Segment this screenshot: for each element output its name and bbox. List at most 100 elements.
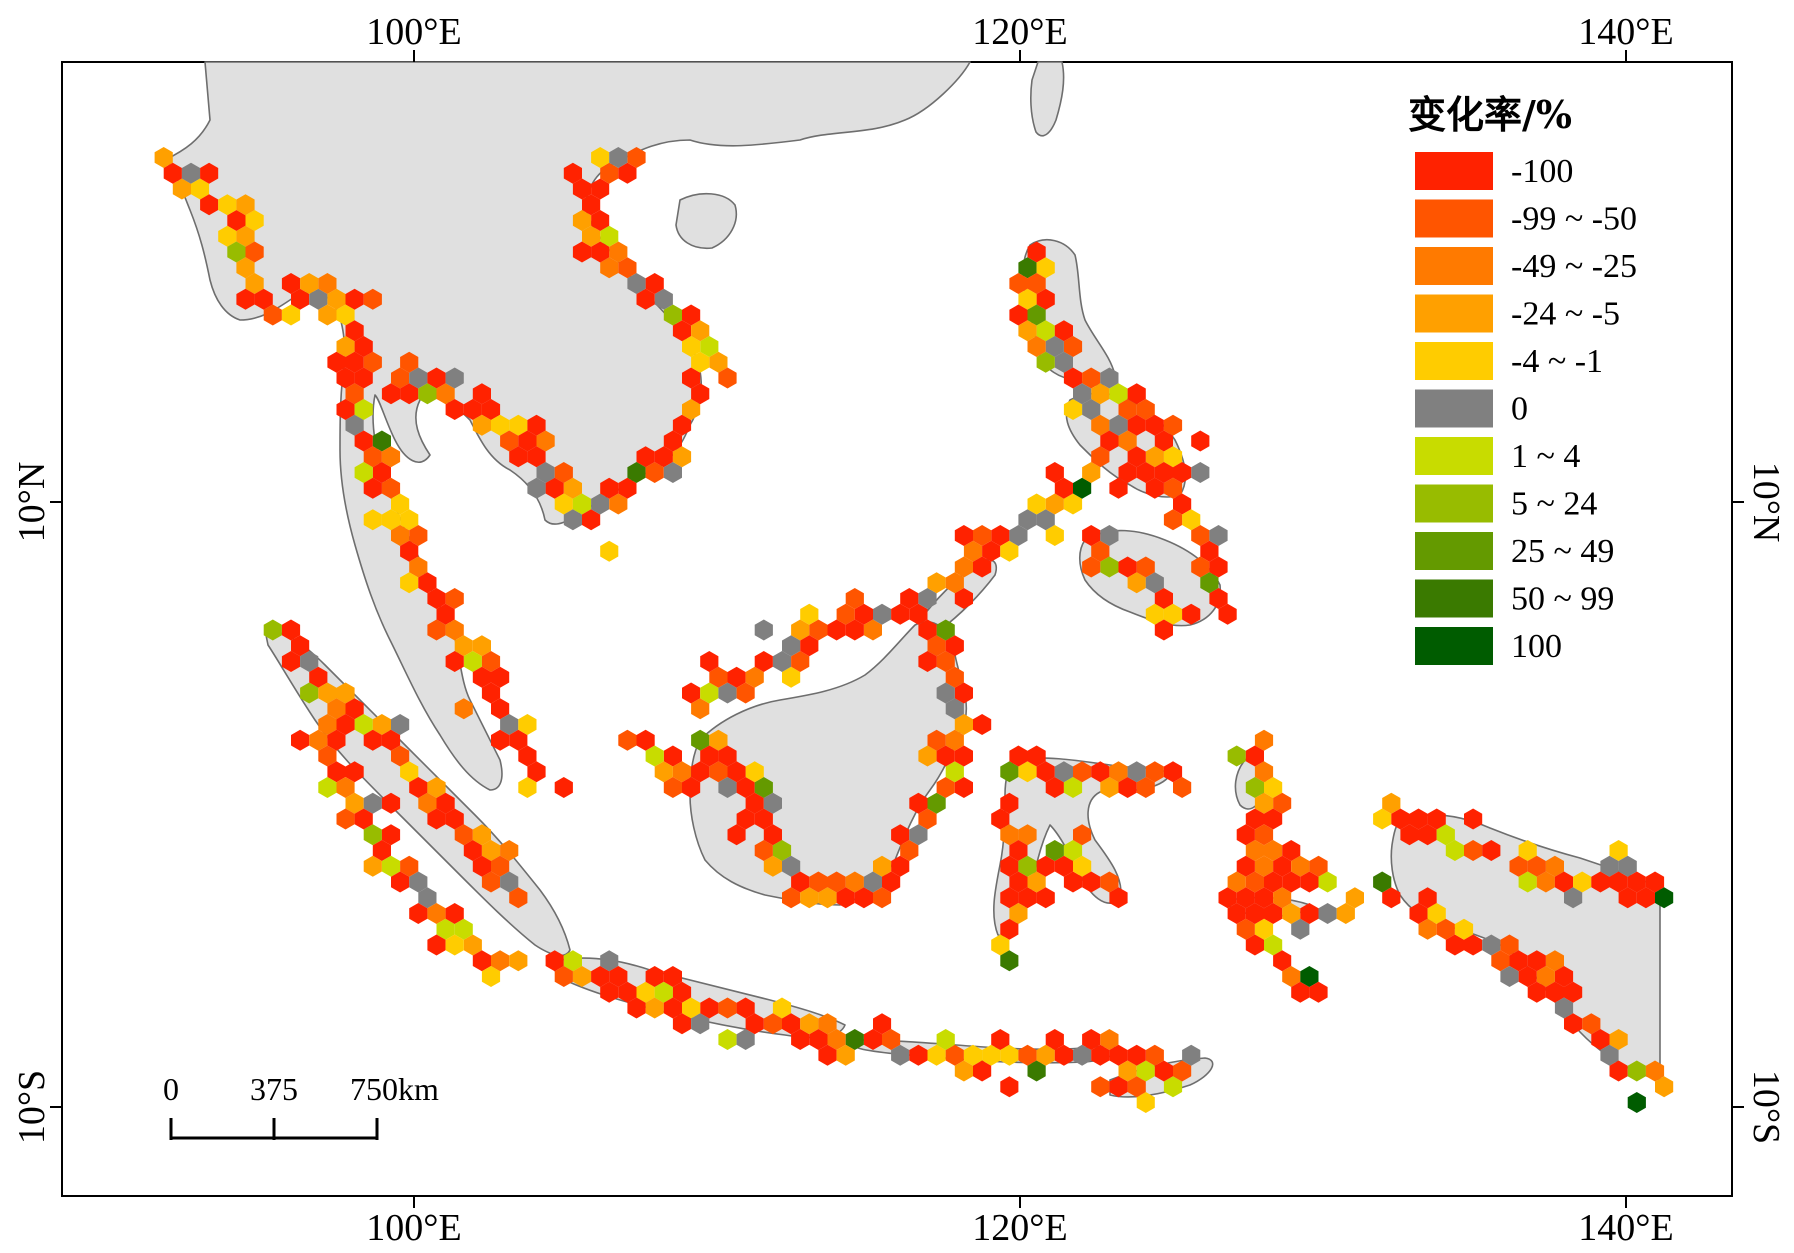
change-rate-cell [381,729,401,751]
change-rate-cell [1609,840,1628,861]
change-rate-cell [1173,462,1192,483]
change-rate-cell [1063,367,1083,389]
change-rate-cell [463,651,482,672]
change-rate-cell [1145,603,1164,625]
change-rate-cell [1145,446,1164,468]
change-rate-cell [927,792,946,814]
change-rate-cell [400,540,419,562]
change-rate-cell [945,1044,964,1066]
change-rate-cell [363,792,382,814]
change-rate-cell [772,997,792,1019]
change-rate-cell [1655,887,1674,909]
change-rate-cell [200,162,219,184]
change-rate-cell [1609,871,1628,893]
change-rate-cell [1073,383,1092,405]
change-rate-cell [636,446,655,468]
change-rate-cell [1109,1044,1128,1066]
change-rate-cell [973,556,992,578]
change-rate-cell [481,840,501,861]
change-rate-cell [500,430,519,452]
change-rate-cell [909,603,928,625]
change-rate-cell [754,777,773,798]
change-rate-cell [1627,1060,1646,1082]
change-rate-cell [1091,761,1110,783]
change-rate-cell [481,682,501,704]
change-rate-cell [600,257,619,279]
change-rate-cell [718,997,737,1019]
change-rate-cell [227,210,246,231]
change-rate-cell [1045,1029,1064,1050]
change-rate-cell [463,934,482,956]
change-rate-cell [409,367,428,389]
change-rate-cell [672,414,692,436]
change-rate-cell [1273,792,1292,814]
change-rate-cell [782,855,801,877]
change-rate-cell [381,383,401,405]
change-rate-cell [245,273,264,294]
change-rate-cell [291,635,310,657]
change-rate-cell [336,808,355,830]
change-rate-cell [427,903,446,924]
right-lat-label-10s: 10°S [1745,1070,1787,1144]
change-rate-cell [1109,414,1128,436]
change-rate-cell [918,745,937,767]
change-rate-cell [445,808,464,830]
change-rate-cell [654,446,673,468]
change-rate-cell [709,351,728,373]
legend-label-0: -100 [1511,153,1573,190]
change-rate-cell [1018,257,1037,279]
change-rate-cell [363,855,382,877]
change-rate-cell [909,792,928,814]
change-rate-cell [554,777,573,798]
change-rate-cell [827,619,846,641]
change-rate-cell [745,792,764,814]
change-rate-cell [1118,462,1137,483]
change-rate-cell [1627,1092,1646,1113]
change-rate-cell [1227,903,1246,924]
change-rate-cell [754,619,773,641]
change-rate-cell [1227,745,1246,767]
change-rate-cell [845,619,864,641]
change-rate-cell [691,729,710,751]
bottom-lon-label-100: 100°E [366,1207,461,1249]
change-rate-cell [1236,918,1255,940]
change-rate-cell [1063,840,1083,861]
change-rate-cell [1145,1044,1164,1066]
change-rate-cell [1018,320,1037,342]
change-rate-cell [472,414,491,436]
change-rate-cell [1018,288,1037,310]
change-rate-cell [1609,1029,1628,1050]
change-rate-cell [500,840,519,861]
change-rate-cell [682,682,701,704]
change-rate-cell [1382,792,1401,814]
change-rate-cell [418,792,437,814]
change-rate-cell [1545,981,1564,1003]
change-rate-cell [281,273,301,294]
change-rate-cell [491,950,510,972]
change-rate-cell [754,651,773,672]
change-rate-cell [1036,509,1055,531]
change-rate-cell [554,493,573,515]
change-rate-cell [1027,1060,1046,1082]
bottom-lon-label-140: 140°E [1578,1207,1673,1249]
change-rate-cell [1136,1060,1155,1082]
change-rate-cell [1036,257,1055,279]
change-rate-cell [1591,871,1610,893]
change-rate-cell [1464,808,1483,830]
change-rate-cell [400,351,419,373]
change-rate-cell [372,462,391,483]
change-rate-cell [827,1029,846,1050]
change-rate-cell [1591,1029,1610,1050]
change-rate-cell [918,651,937,672]
change-rate-cell [1282,871,1301,893]
change-rate-cell [636,288,655,310]
change-rate-cell [1009,871,1028,893]
change-rate-cell [563,162,582,184]
change-rate-cell [1036,1044,1055,1066]
legend-swatch-3 [1415,294,1493,333]
change-rate-cell [545,950,564,972]
right-lat-label-10n: 10°N [1745,462,1787,543]
change-rate-cell [636,981,655,1003]
change-rate-cell [1373,808,1392,830]
change-rate-cell [736,777,755,798]
